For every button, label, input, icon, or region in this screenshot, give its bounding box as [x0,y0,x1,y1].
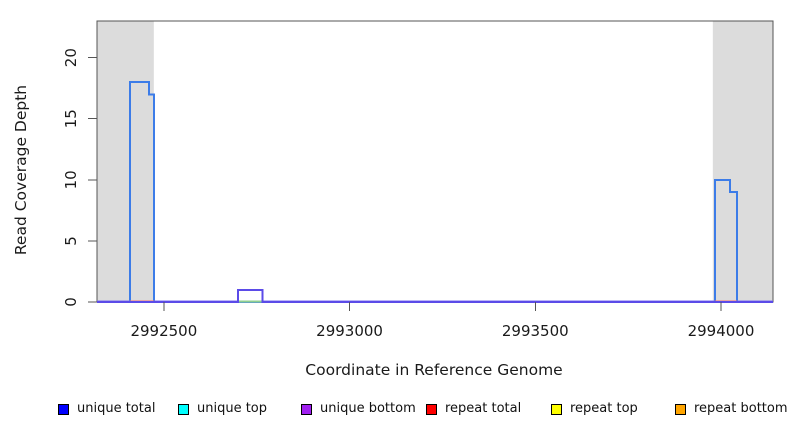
legend-item: repeat top [551,401,638,417]
x-axis-tick-label: 2993000 [316,322,383,340]
legend-label: repeat bottom [694,401,788,416]
y-axis-tick-label: 5 [62,236,80,246]
legend-item: unique total [58,401,155,417]
y-axis-tick-label: 15 [62,109,80,128]
axes-layer: 2992500 2993000 2993500 2994000 0 5 10 15 20 [62,48,754,340]
plot-frame [96,20,774,303]
y-axis-tick-label: 20 [62,48,80,67]
legend-swatch [675,403,686,415]
y-axis-tick-label: 10 [62,170,80,189]
legend-item: repeat bottom [675,401,788,417]
masked-region [97,21,154,302]
legend-swatch [551,403,562,415]
legend-label: unique top [197,401,268,416]
unique-bottom-line [97,288,773,303]
unique-total-line [97,81,773,303]
masked-region [712,21,773,302]
legend-swatch [58,403,69,415]
x-axis-tick-label: 2993500 [502,322,569,340]
legend-item: repeat total [426,401,521,417]
legend-label: repeat total [445,401,522,416]
coverage-series-layer [97,81,773,303]
x-axis-tick-label: 2992500 [130,322,197,340]
legend-label: unique total [77,401,156,416]
legend-item: unique top [178,401,267,417]
x-axis-title: Coordinate in Reference Genome [305,361,562,379]
legend-swatch [178,403,189,415]
legend-label: unique bottom [320,401,416,416]
legend-swatch [426,403,437,415]
y-axis-title: Read Coverage Depth [12,85,30,255]
x-axis-tick-label: 2994000 [688,322,755,340]
plot-border [96,20,774,303]
legend-item: unique bottom [301,401,416,417]
legend-swatch [301,403,312,415]
legend-label: repeat top [570,401,638,416]
masked-regions-layer [97,21,773,302]
y-axis-tick-label: 0 [62,297,80,307]
